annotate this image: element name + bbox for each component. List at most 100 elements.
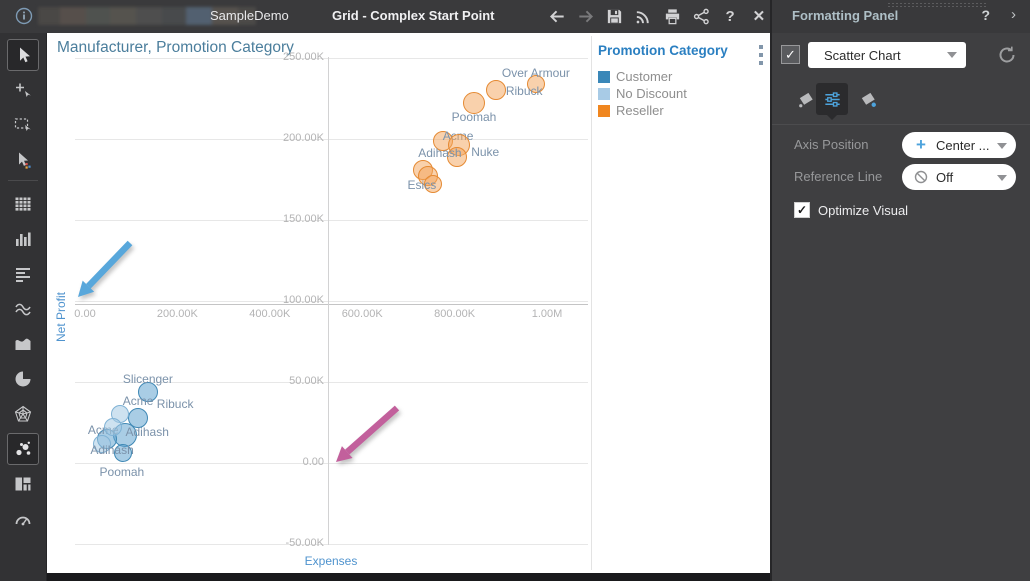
legend-swatch	[598, 104, 610, 117]
tool-gauge[interactable]	[7, 503, 39, 535]
gridline	[75, 220, 588, 221]
card-bottom-edge	[47, 573, 770, 581]
panel-help-icon[interactable]: ?	[981, 7, 990, 23]
panel-collapse-icon[interactable]: ›	[1011, 6, 1016, 23]
save-icon[interactable]	[604, 5, 626, 27]
data-point-poomah[interactable]	[463, 92, 485, 115]
tab-settings[interactable]	[816, 83, 848, 120]
tab-fill-format[interactable]	[790, 83, 822, 115]
tool-select[interactable]	[7, 39, 39, 71]
tool-text-view[interactable]	[7, 258, 39, 290]
tool-line-chart[interactable]	[7, 293, 39, 325]
y-axis-title: Net Profit	[54, 292, 68, 343]
legend-label: Reseller	[616, 103, 664, 118]
legend-item-reseller[interactable]: Reseller	[598, 102, 768, 119]
data-pointer-icon	[13, 150, 33, 170]
chart-type-select[interactable]: Scatter Chart	[808, 42, 966, 68]
tool-grid-view[interactable]	[7, 188, 39, 220]
treemap-icon	[13, 474, 33, 494]
formatting-panel-header: Formatting Panel ? ›	[772, 0, 1030, 33]
data-point-ribuck[interactable]	[486, 80, 507, 101]
tool-area-chart[interactable]	[7, 328, 39, 360]
reset-icon[interactable]	[996, 44, 1018, 66]
tool-marquee-select[interactable]	[7, 109, 39, 141]
app-label: SampleDemo	[210, 8, 289, 23]
line-chart-icon	[13, 299, 33, 319]
data-point-over-armour[interactable]	[526, 74, 545, 93]
legend-title: Promotion Category	[598, 43, 728, 58]
marquee-select-icon	[13, 115, 33, 135]
tool-pie-chart[interactable]	[7, 363, 39, 395]
off-icon	[913, 169, 929, 185]
data-point-no-discount[interactable]	[104, 418, 123, 437]
visualization-toolbar	[0, 33, 47, 581]
setting-select[interactable]: Off	[902, 164, 1016, 190]
gridline	[75, 382, 588, 383]
chart-type-checkbox[interactable]: ✓	[781, 45, 800, 64]
data-point-label: Ribuck	[156, 396, 194, 411]
data-point-esics[interactable]	[423, 175, 442, 194]
tool-treemap[interactable]	[7, 468, 39, 500]
help-icon[interactable]: ?	[725, 7, 735, 25]
share-icon[interactable]	[690, 5, 712, 27]
setting-value: Off	[936, 169, 954, 185]
toolbar-actions: ? ✕	[546, 5, 770, 27]
feed-icon[interactable]	[633, 5, 655, 27]
chevron-down-icon	[997, 136, 1007, 154]
top-toolbar: SampleDemo Grid - Complex Start Point ? ✕	[0, 0, 770, 33]
back-icon[interactable]	[546, 5, 568, 27]
data-point-adihash[interactable]	[446, 146, 467, 167]
x-axis-tick-label: 600.00K	[341, 308, 383, 320]
legend-menu-icon[interactable]	[755, 45, 767, 69]
data-point-label: Ribuck	[505, 84, 543, 99]
legend: Promotion Category Customer No Discount Re…	[598, 43, 768, 119]
setting-label: Axis Position	[794, 137, 869, 152]
gridline	[75, 58, 588, 59]
gridline	[75, 544, 588, 545]
gridline	[75, 139, 588, 140]
setting-value: Center ...	[936, 137, 990, 153]
text-view-icon	[13, 264, 33, 284]
tab-conditional-format[interactable]	[852, 83, 884, 115]
toolbar-divider	[8, 180, 38, 181]
legend-label: Customer	[616, 69, 673, 84]
close-icon[interactable]: ✕	[752, 8, 766, 25]
gridline	[75, 463, 588, 464]
x-axis-tick-label: 800.00K	[434, 308, 476, 320]
x-axis-line	[75, 304, 588, 305]
data-point-adihash[interactable]	[93, 434, 112, 453]
formatting-panel: Formatting Panel ? › ✓ Scatter Chart Axi…	[770, 0, 1030, 581]
drag-grip[interactable]	[887, 2, 987, 7]
tool-radar-chart[interactable]	[7, 398, 39, 430]
plus-icon: +	[916, 135, 926, 154]
bar-chart-icon	[13, 229, 33, 249]
info-icon[interactable]	[14, 6, 34, 26]
radar-chart-icon	[13, 404, 33, 424]
chart-title: Manufacturer, Promotion Category	[57, 39, 294, 56]
legend-item-customer[interactable]: Customer	[598, 68, 768, 85]
chart-card: Manufacturer, Promotion Category 250.00K…	[47, 33, 770, 573]
dashboard-title: Grid - Complex Start Point	[332, 8, 495, 23]
pie-chart-icon	[13, 369, 33, 389]
data-point-label: Esics	[407, 178, 437, 193]
tool-scatter-chart[interactable]	[7, 433, 39, 465]
data-point-label: Acme	[122, 394, 154, 409]
y-axis-tick-label: 50.00K	[289, 375, 324, 387]
setting-select[interactable]: + Center ...	[902, 132, 1016, 158]
y-axis-tick-label: 150.00K	[283, 213, 324, 225]
legend-item-no-discount[interactable]: No Discount	[598, 85, 768, 102]
tool-bar-chart[interactable]	[7, 223, 39, 255]
optimize-visual-checkbox[interactable]: ✓	[794, 202, 810, 218]
tool-data-pointer[interactable]	[7, 144, 39, 176]
legend-swatch	[598, 87, 610, 100]
data-point-label: Adihash	[90, 442, 134, 457]
data-point-ribuck[interactable]	[128, 407, 149, 428]
data-point-poomah[interactable]	[113, 444, 132, 463]
data-point-label: Adihash	[125, 425, 169, 440]
print-icon[interactable]	[661, 5, 683, 27]
area-chart-icon	[13, 334, 33, 354]
select-icon	[13, 45, 33, 65]
data-point-slicenger[interactable]	[137, 381, 158, 402]
tool-add-pointer[interactable]	[7, 74, 39, 106]
